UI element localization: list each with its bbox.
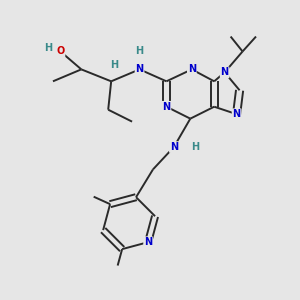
Text: H: H [44,43,52,53]
Text: N: N [162,102,170,112]
Text: N: N [170,142,178,152]
Text: N: N [136,64,144,74]
Text: N: N [220,68,229,77]
Text: H: H [191,142,199,152]
Text: H: H [136,46,144,56]
Text: N: N [188,64,196,74]
Text: H: H [110,60,118,70]
Text: O: O [56,46,64,56]
Text: N: N [232,109,241,119]
Text: N: N [144,237,152,247]
